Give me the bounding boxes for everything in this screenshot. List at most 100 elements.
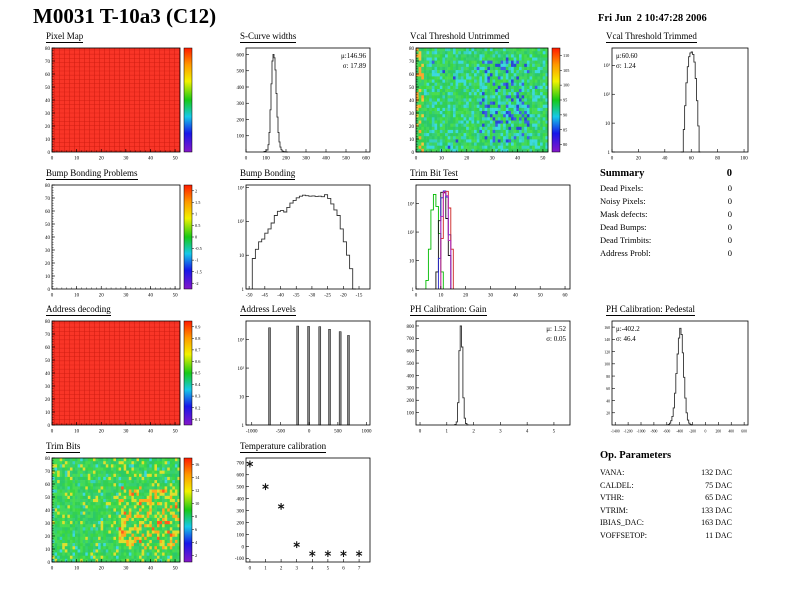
svg-text:-25: -25 (324, 294, 331, 299)
svg-text:40: 40 (662, 157, 668, 162)
svg-text:μ: 1.52: μ: 1.52 (546, 325, 566, 333)
svg-text:40: 40 (148, 430, 154, 435)
svg-text:20: 20 (409, 125, 415, 130)
svg-text:10: 10 (409, 259, 415, 264)
svg-text:30: 30 (45, 112, 51, 117)
svg-text:300: 300 (237, 102, 245, 107)
svg-text:10: 10 (195, 501, 199, 506)
svg-text:20: 20 (636, 157, 642, 162)
svg-text:50: 50 (45, 223, 51, 228)
svg-text:40: 40 (606, 399, 610, 403)
summary-value: 0 (727, 196, 732, 206)
svg-text:-100: -100 (235, 557, 245, 562)
svg-text:50: 50 (45, 359, 51, 364)
svg-text:60: 60 (45, 346, 51, 351)
summary-label: Dead Pixels: (600, 183, 644, 193)
svg-text:0: 0 (195, 235, 197, 240)
svg-text:120: 120 (604, 350, 610, 354)
svg-text:6: 6 (342, 567, 345, 572)
svg-text:1000: 1000 (362, 430, 373, 435)
svg-text:0: 0 (249, 567, 252, 572)
svg-text:0: 0 (242, 545, 245, 550)
svg-text:0.5: 0.5 (195, 371, 200, 376)
svg-text:0.1: 0.1 (195, 417, 200, 422)
svg-text:16: 16 (195, 462, 200, 467)
svg-text:2: 2 (280, 567, 283, 572)
vcal-untrimmed-chart: 0 10 20 30 40 50 0 10 20 30 40 50 60 70 80 110 105 100 95 9… (409, 47, 569, 162)
svg-text:-50: -50 (246, 294, 253, 299)
svg-text:0: 0 (48, 561, 51, 566)
svg-text:600: 600 (237, 474, 245, 479)
svg-text:700: 700 (237, 462, 245, 467)
plot-title: Temperature calibration (240, 441, 327, 453)
plot-temperature-calibration: Temperature calibration 0 1 2 3 4 5 6 7 -100 0 100… (232, 436, 378, 572)
svg-text:0: 0 (51, 294, 54, 299)
plot-bump-bonding: Bump Bonding -50 -45 -40 -35 -30 -25 -20 -15 1 10… (232, 163, 378, 299)
svg-text:-40: -40 (277, 294, 284, 299)
svg-text:70: 70 (45, 470, 51, 475)
svg-text:20: 20 (606, 412, 610, 416)
svg-text:600: 600 (237, 53, 245, 58)
svg-text:-1000: -1000 (637, 430, 646, 434)
svg-text:500: 500 (237, 485, 245, 490)
timestamp: Fri Jun 2 10:47:28 2006 (598, 13, 707, 24)
svg-text:5: 5 (553, 430, 556, 435)
summary-label: Mask defects: (600, 209, 648, 219)
svg-text:160: 160 (604, 326, 610, 330)
svg-text:40: 40 (45, 236, 51, 241)
op-parameter-row: VTRIM: 133 DAC (600, 505, 732, 518)
svg-text:300: 300 (407, 387, 415, 392)
op-value: 163 DAC (701, 518, 732, 527)
svg-text:30: 30 (409, 112, 415, 117)
svg-text:-1.5: -1.5 (195, 269, 202, 274)
svg-text:0: 0 (415, 157, 418, 162)
svg-text:30: 30 (45, 522, 51, 527)
plot-vcal-trimmed: Vcal Threshold Trimmed 0 20 40 60 80 100 1 10 10… (598, 26, 756, 162)
svg-text:0: 0 (48, 424, 51, 429)
summary-row: Noisy Pixels: 0 (600, 195, 732, 208)
svg-text:40: 40 (515, 157, 521, 162)
svg-text:80: 80 (409, 47, 415, 52)
svg-text:1: 1 (242, 288, 245, 293)
svg-text:300: 300 (237, 509, 245, 514)
plot-title: Pixel Map (46, 31, 84, 43)
svg-text:2: 2 (195, 188, 197, 193)
svg-text:0.9: 0.9 (195, 324, 200, 329)
svg-text:50: 50 (540, 157, 546, 162)
svg-text:100: 100 (237, 135, 245, 140)
svg-text:80: 80 (606, 375, 610, 379)
svg-text:60: 60 (409, 73, 415, 78)
svg-text:σ: 1.24: σ: 1.24 (616, 62, 636, 70)
svg-text:4: 4 (526, 430, 529, 435)
plot-title: Trim Bit Test (410, 168, 458, 180)
address-decoding-chart: 0 10 20 30 40 50 0 10 20 30 40 50 60 70 80 0.9 0.8 0.7 0.6… (45, 320, 201, 435)
svg-text:10: 10 (74, 567, 80, 572)
svg-text:400: 400 (322, 157, 330, 162)
svg-text:500: 500 (237, 70, 245, 75)
svg-text:40: 40 (513, 294, 519, 299)
op-label: CALDEL: (600, 480, 634, 490)
svg-text:0: 0 (48, 288, 51, 293)
svg-text:-45: -45 (261, 294, 268, 299)
plot-vcal-untrimmed: Vcal Threshold Untrimmed 0 10 20 30 40 50 0 10 2… (402, 26, 578, 162)
svg-text:30: 30 (490, 157, 496, 162)
svg-text:40: 40 (45, 99, 51, 104)
svg-text:60: 60 (45, 210, 51, 215)
svg-text:60: 60 (689, 157, 695, 162)
summary-total: 0 (726, 168, 732, 179)
svg-text:500: 500 (342, 157, 350, 162)
svg-text:1.5: 1.5 (195, 200, 200, 205)
svg-text:40: 40 (45, 509, 51, 514)
svg-text:100: 100 (237, 533, 245, 538)
svg-text:4: 4 (311, 567, 314, 572)
svg-text:200: 200 (237, 118, 245, 123)
svg-text:0: 0 (308, 430, 311, 435)
svg-text:20: 20 (45, 535, 51, 540)
svg-text:1: 1 (608, 151, 611, 156)
svg-text:70: 70 (45, 197, 51, 202)
op-label: VOFFSETOP: (600, 530, 647, 540)
summary-label: Noisy Pixels: (600, 196, 646, 206)
svg-text:50: 50 (173, 430, 179, 435)
svg-text:0.3: 0.3 (195, 394, 200, 399)
plot-pixel-map: Pixel Map 0 10 20 30 40 50 0 10 20 30 40 50 60 70 80 (38, 26, 210, 162)
